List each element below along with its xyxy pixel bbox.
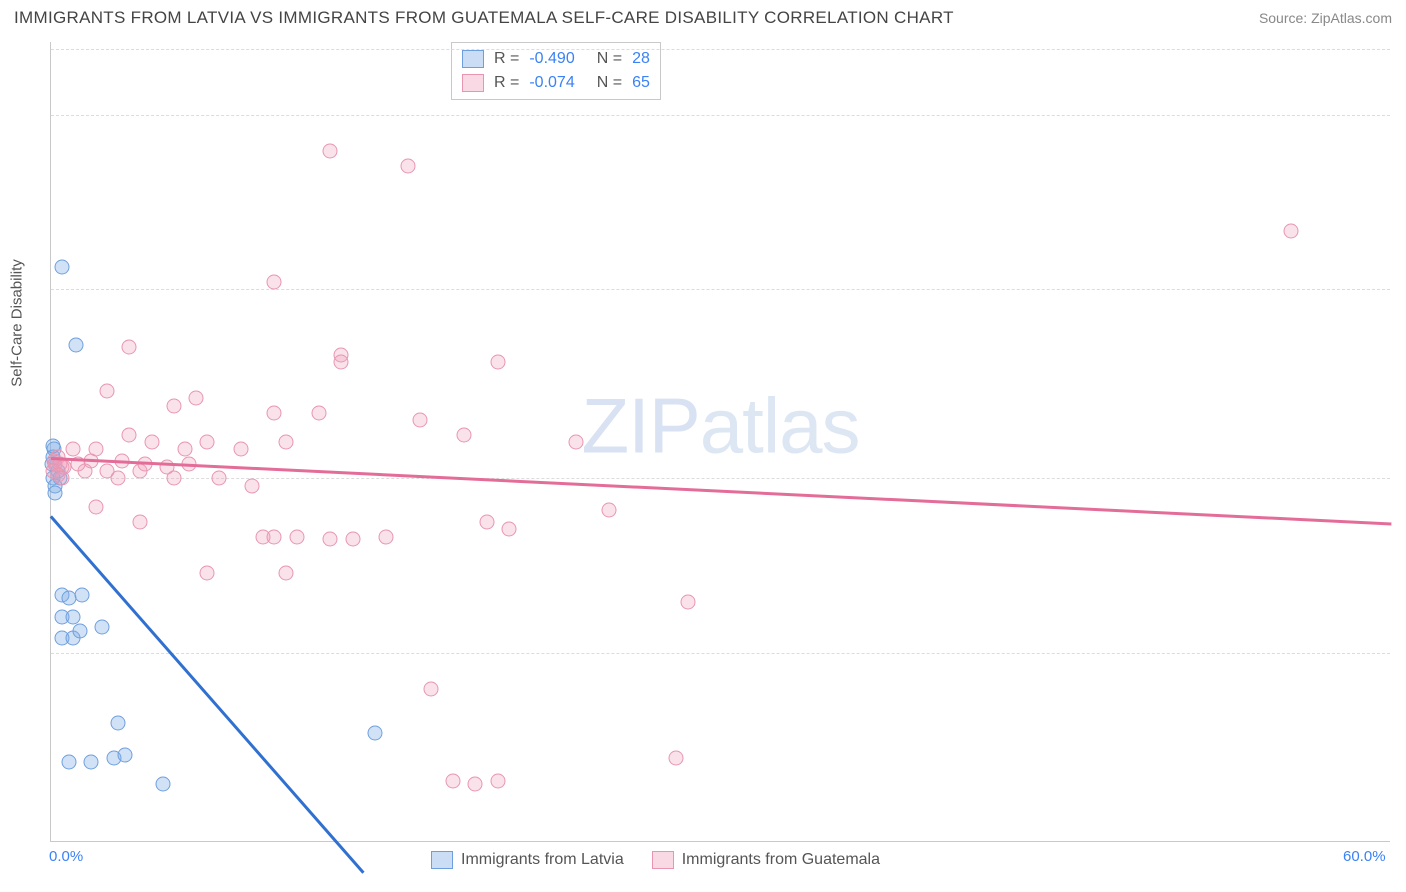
scatter-point <box>200 565 215 580</box>
scatter-point <box>95 619 110 634</box>
scatter-point <box>457 427 472 442</box>
legend-item-guatemala: Immigrants from Guatemala <box>652 851 880 869</box>
scatter-point <box>412 413 427 428</box>
scatter-point <box>66 442 81 457</box>
y-tick-label: 3.8% <box>1396 281 1406 298</box>
scatter-point <box>312 405 327 420</box>
n-value-latvia: 28 <box>632 47 650 71</box>
scatter-point <box>166 398 181 413</box>
x-tick-label: 0.0% <box>49 848 83 865</box>
swatch-blue-icon <box>462 50 484 68</box>
scatter-point <box>144 435 159 450</box>
scatter-point <box>61 755 76 770</box>
scatter-point <box>200 435 215 450</box>
n-value-guatemala: 65 <box>632 71 650 95</box>
scatter-point <box>289 529 304 544</box>
scatter-point <box>66 609 81 624</box>
swatch-pink-icon <box>652 851 674 869</box>
source-label: Source: ZipAtlas.com <box>1259 10 1392 26</box>
y-tick-label: 2.5% <box>1396 470 1406 487</box>
r-value-latvia: -0.490 <box>529 47 574 71</box>
chart-plot-area: Self-Care Disability ZIPatlas R = -0.490… <box>50 42 1390 842</box>
scatter-point <box>323 144 338 159</box>
scatter-point <box>278 435 293 450</box>
scatter-point <box>345 532 360 547</box>
scatter-point <box>48 485 63 500</box>
scatter-point <box>680 595 695 610</box>
y-tick-label: 1.3% <box>1396 644 1406 661</box>
scatter-point <box>490 355 505 370</box>
legend-item-latvia: Immigrants from Latvia <box>431 851 624 869</box>
swatch-pink-icon <box>462 74 484 92</box>
gridline <box>51 289 1390 290</box>
scatter-point <box>669 750 684 765</box>
scatter-point <box>55 260 70 275</box>
scatter-point <box>245 478 260 493</box>
r-value-guatemala: -0.074 <box>529 71 574 95</box>
scatter-point <box>178 442 193 457</box>
scatter-point <box>602 503 617 518</box>
scatter-point <box>334 355 349 370</box>
r-label: R = <box>494 47 519 71</box>
scatter-point <box>446 773 461 788</box>
y-tick-label: 5.0% <box>1396 106 1406 123</box>
scatter-point <box>75 587 90 602</box>
scatter-point <box>1283 224 1298 239</box>
stats-row-guatemala: R = -0.074 N = 65 <box>462 71 650 95</box>
scatter-point <box>490 773 505 788</box>
scatter-point <box>423 682 438 697</box>
gridline <box>51 653 1390 654</box>
scatter-point <box>278 565 293 580</box>
scatter-point <box>189 391 204 406</box>
scatter-point <box>99 384 114 399</box>
scatter-point <box>233 442 248 457</box>
scatter-point <box>211 471 226 486</box>
gridline <box>51 115 1390 116</box>
stats-legend: R = -0.490 N = 28 R = -0.074 N = 65 <box>451 42 661 100</box>
scatter-point <box>88 500 103 515</box>
scatter-point <box>111 471 126 486</box>
stats-row-latvia: R = -0.490 N = 28 <box>462 47 650 71</box>
scatter-point <box>133 515 148 530</box>
scatter-point <box>267 275 282 290</box>
scatter-point <box>379 529 394 544</box>
scatter-point <box>267 529 282 544</box>
scatter-point <box>117 747 132 762</box>
x-tick-label: 60.0% <box>1343 848 1386 865</box>
scatter-point <box>479 515 494 530</box>
scatter-point <box>568 435 583 450</box>
scatter-point <box>122 427 137 442</box>
n-label: N = <box>597 71 622 95</box>
legend-label: Immigrants from Guatemala <box>682 851 880 869</box>
series-legend: Immigrants from Latvia Immigrants from G… <box>431 851 880 869</box>
scatter-point <box>122 340 137 355</box>
scatter-point <box>84 755 99 770</box>
scatter-point <box>73 624 88 639</box>
swatch-blue-icon <box>431 851 453 869</box>
watermark: ZIPatlas <box>581 380 859 471</box>
scatter-point <box>68 337 83 352</box>
scatter-point <box>55 471 70 486</box>
scatter-point <box>367 725 382 740</box>
scatter-point <box>267 405 282 420</box>
y-axis-label: Self-Care Disability <box>9 259 26 387</box>
scatter-point <box>401 158 416 173</box>
scatter-point <box>155 776 170 791</box>
gridline <box>51 49 1390 50</box>
scatter-point <box>468 776 483 791</box>
scatter-point <box>323 532 338 547</box>
scatter-point <box>111 715 126 730</box>
r-label: R = <box>494 71 519 95</box>
n-label: N = <box>597 47 622 71</box>
chart-title: IMMIGRANTS FROM LATVIA VS IMMIGRANTS FRO… <box>14 8 954 28</box>
legend-label: Immigrants from Latvia <box>461 851 624 869</box>
scatter-point <box>501 522 516 537</box>
